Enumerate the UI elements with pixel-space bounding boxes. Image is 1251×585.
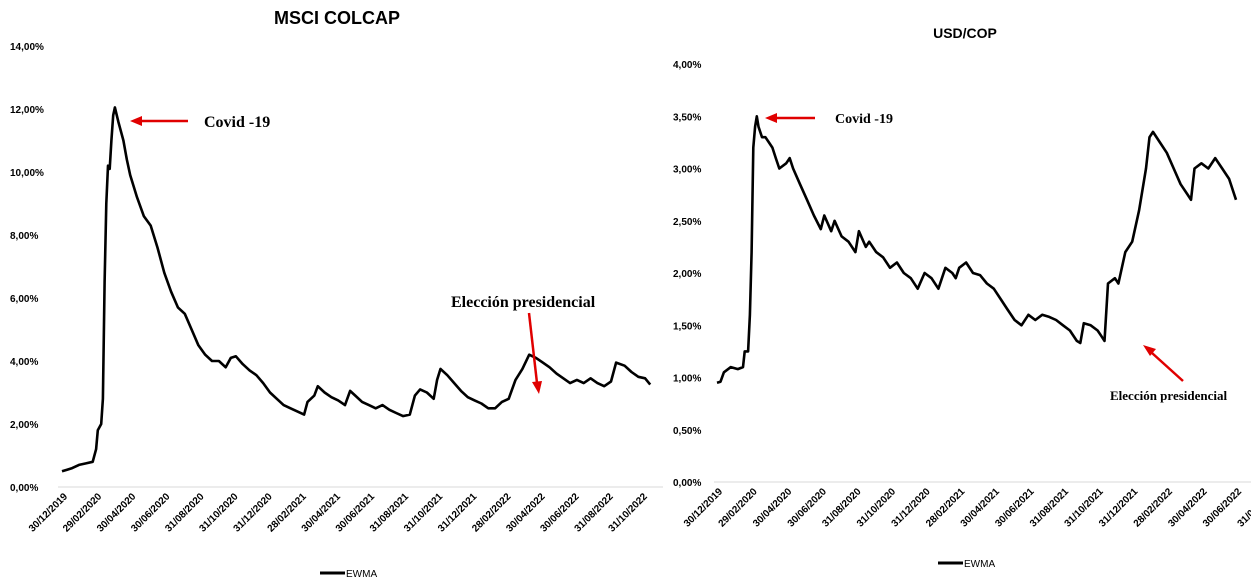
usdcop-chart: USD/COP 0,00% 0,50% 1,00% 1,50% 2,00% 2,50% 3,…: [673, 25, 1251, 570]
covid-annotation: Covid -19: [765, 112, 893, 127]
usdcop-chart-panel: USD/COP 0,00% 0,50% 1,00% 1,50% 2,00% 2,50% 3,…: [665, 0, 1251, 580]
y-tick-label: 3,00%: [673, 165, 701, 176]
y-tick-label: 2,50%: [673, 217, 701, 228]
chart-title: USD/COP: [933, 25, 997, 41]
chart-title: MSCI COLCAP: [274, 8, 400, 28]
y-tick-label: 0,00%: [10, 483, 38, 494]
y-tick-label: 4,00%: [10, 357, 38, 368]
colcap-chart: MSCI COLCAP 0,00% 2,00% 4,00% 6,00% 8,00% 10,…: [10, 8, 663, 580]
legend: EWMA: [938, 559, 995, 570]
y-tick-label: 1,00%: [673, 374, 701, 385]
y-tick-label: 4,00%: [673, 60, 701, 71]
y-tick-label: 6,00%: [10, 294, 38, 305]
ewma-series-line: [716, 115, 1238, 384]
election-annotation: Elección presidencial: [1110, 345, 1228, 403]
legend: EWMA: [320, 569, 377, 580]
covid-annotation-label: Covid -19: [835, 112, 893, 127]
y-tick-label: 3,50%: [673, 112, 701, 123]
covid-annotation: Covid -19: [130, 114, 270, 131]
legend-label: EWMA: [964, 559, 995, 570]
legend-label: EWMA: [346, 569, 377, 580]
colcap-chart-panel: MSCI COLCAP 0,00% 2,00% 4,00% 6,00% 8,00% 10,…: [10, 8, 663, 580]
election-annotation: Elección presidencial: [451, 294, 596, 394]
covid-annotation-label: Covid -19: [204, 114, 270, 131]
y-tick-label: 10,00%: [10, 168, 44, 179]
y-tick-label: 0,50%: [673, 426, 701, 437]
y-tick-label: 0,00%: [673, 478, 701, 489]
y-tick-label: 1,50%: [673, 321, 701, 332]
y-tick-label: 14,00%: [10, 42, 44, 53]
election-annotation-label: Elección presidencial: [451, 294, 596, 311]
ewma-series-line: [61, 106, 652, 473]
y-tick-label: 8,00%: [10, 231, 38, 242]
election-annotation-label: Elección presidencial: [1110, 388, 1228, 403]
y-tick-label: 12,00%: [10, 105, 44, 116]
y-tick-label: 2,00%: [673, 269, 701, 280]
y-tick-label: 2,00%: [10, 420, 38, 431]
